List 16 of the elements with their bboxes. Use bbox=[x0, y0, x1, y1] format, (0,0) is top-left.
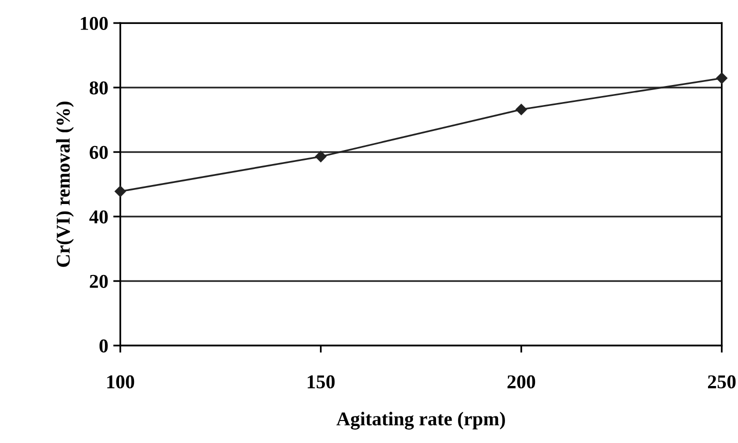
x-axis-title: Agitating rate (rpm) bbox=[336, 412, 505, 430]
y-tick-label: 20 bbox=[90, 274, 108, 288]
y-tick-label: 60 bbox=[90, 146, 108, 159]
point bbox=[516, 104, 527, 116]
point bbox=[716, 72, 728, 84]
point bbox=[114, 186, 126, 197]
y-axis-title: Cr(VI) removal (%) bbox=[56, 102, 74, 267]
x-tick-label: 100 bbox=[107, 375, 134, 388]
y-tick-label: 40 bbox=[89, 210, 108, 224]
y-tick-label: 100 bbox=[80, 16, 108, 30]
y-tick-label: 80 bbox=[90, 81, 108, 94]
point bbox=[315, 150, 326, 162]
x-tick-label: 150 bbox=[308, 375, 335, 388]
y-tick-label: 0 bbox=[100, 339, 108, 352]
x-tick-label: 200 bbox=[508, 375, 536, 388]
x-tick-label: 250 bbox=[708, 375, 736, 388]
